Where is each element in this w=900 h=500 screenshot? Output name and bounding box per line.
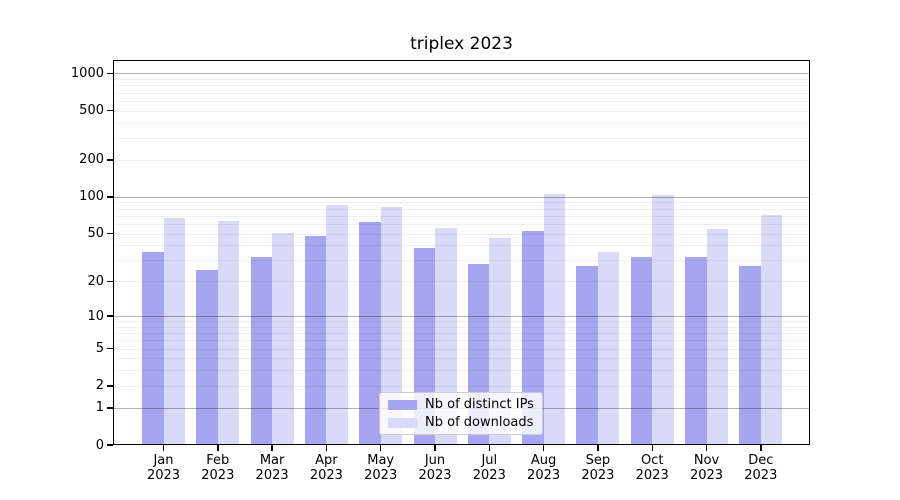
x-axis-tick (760, 445, 762, 451)
x-axis-tick-label: Mar 2023 (255, 453, 289, 483)
x-axis-tick (217, 445, 219, 451)
x-axis-tick (325, 445, 328, 451)
bar-nb-of-distinct-ips-may (359, 222, 381, 445)
x-axis-tick (705, 445, 708, 451)
legend-row-downloads: Nb of downloads (388, 414, 534, 430)
x-axis-tick-label: Nov 2023 (689, 453, 724, 483)
x-axis-tick-label: Apr 2023 (309, 453, 343, 483)
x-axis-tick (597, 445, 599, 451)
y-axis-tick (107, 444, 113, 446)
bar-nb-of-distinct-ips-oct (630, 256, 653, 445)
x-axis-tick (434, 445, 436, 451)
bar-nb-of-distinct-ips-sep (576, 265, 598, 445)
y-axis-tick-label: 100 (79, 189, 104, 205)
bar-nb-of-downloads-feb (217, 221, 240, 445)
x-axis-tick-label: Sep 2023 (581, 453, 615, 483)
bar-nb-of-downloads-dec (760, 215, 783, 445)
legend: Nb of distinct IPs Nb of downloads (379, 392, 543, 435)
bar-nb-of-downloads-sep (597, 252, 620, 445)
x-axis-tick-label: Oct 2023 (635, 453, 669, 483)
bar-nb-of-distinct-ips-feb (196, 269, 218, 445)
x-axis-tick (162, 445, 165, 451)
y-axis-tick (107, 347, 113, 350)
bar-nb-of-distinct-ips-aug (522, 231, 544, 445)
x-axis-tick-label: Jun 2023 (418, 453, 452, 483)
y-axis-tick-label: 2 (95, 378, 104, 394)
legend-swatch-downloads (388, 417, 417, 428)
bar-nb-of-distinct-ips-apr (304, 235, 327, 445)
y-axis-tick (107, 109, 113, 112)
bar-nb-of-downloads-aug (543, 193, 566, 445)
bar-nb-of-distinct-ips-mar (250, 256, 273, 445)
y-axis-tick-label: 20 (87, 273, 104, 289)
chart-title: triplex 2023 (410, 34, 513, 54)
x-axis-tick (542, 445, 545, 451)
legend-swatch-distinct-ips (388, 399, 417, 410)
y-axis-tick-label: 50 (87, 226, 104, 241)
y-axis-tick-label: 10 (87, 308, 104, 324)
x-axis-tick-label: Feb 2023 (201, 453, 235, 483)
x-axis-tick-label: Jan 2023 (146, 453, 181, 483)
bar-nb-of-distinct-ips-nov (685, 256, 707, 445)
x-axis-tick (379, 445, 382, 451)
x-axis-tick (271, 445, 273, 451)
y-axis-tick (107, 407, 113, 409)
legend-label-distinct-ips: Nb of distinct IPs (425, 396, 534, 412)
legend-label-downloads: Nb of downloads (425, 414, 534, 430)
y-axis-tick (107, 72, 113, 75)
y-axis-tick (107, 315, 113, 317)
bar-nb-of-downloads-apr (326, 205, 348, 445)
bar-nb-of-downloads-jan (163, 218, 185, 445)
bar-nb-of-downloads-nov (706, 228, 728, 445)
x-axis-tick-label: Aug 2023 (527, 453, 561, 483)
y-axis-tick-label: 200 (79, 152, 104, 168)
bar-nb-of-downloads-jun (435, 227, 457, 445)
y-axis-tick-label: 500 (79, 103, 104, 119)
y-axis-tick-label: 1 (95, 400, 104, 416)
bar-nb-of-downloads-mar (272, 232, 294, 445)
y-axis-tick (107, 280, 113, 282)
y-axis-tick (107, 385, 113, 387)
y-axis-tick-label: 5 (95, 341, 104, 357)
bar-nb-of-distinct-ips-dec (739, 265, 761, 445)
y-axis-tick-label: 1000 (70, 65, 104, 81)
bar-nb-of-downloads-oct (652, 195, 674, 445)
x-axis-tick (488, 445, 490, 451)
x-axis-tick-label: Jul 2023 (472, 453, 506, 483)
bar-nb-of-downloads-may (380, 207, 403, 445)
y-axis-tick (107, 232, 113, 235)
bar-nb-of-distinct-ips-jan (142, 252, 164, 445)
legend-row-distinct-ips: Nb of distinct IPs (388, 396, 534, 412)
x-axis-tick-label: May 2023 (364, 453, 398, 483)
y-axis-tick-label: 0 (95, 437, 104, 453)
y-axis-tick (107, 196, 113, 198)
y-axis-tick (107, 159, 113, 161)
x-axis-tick-label: Dec 2023 (744, 453, 778, 483)
x-axis-tick (651, 445, 653, 451)
